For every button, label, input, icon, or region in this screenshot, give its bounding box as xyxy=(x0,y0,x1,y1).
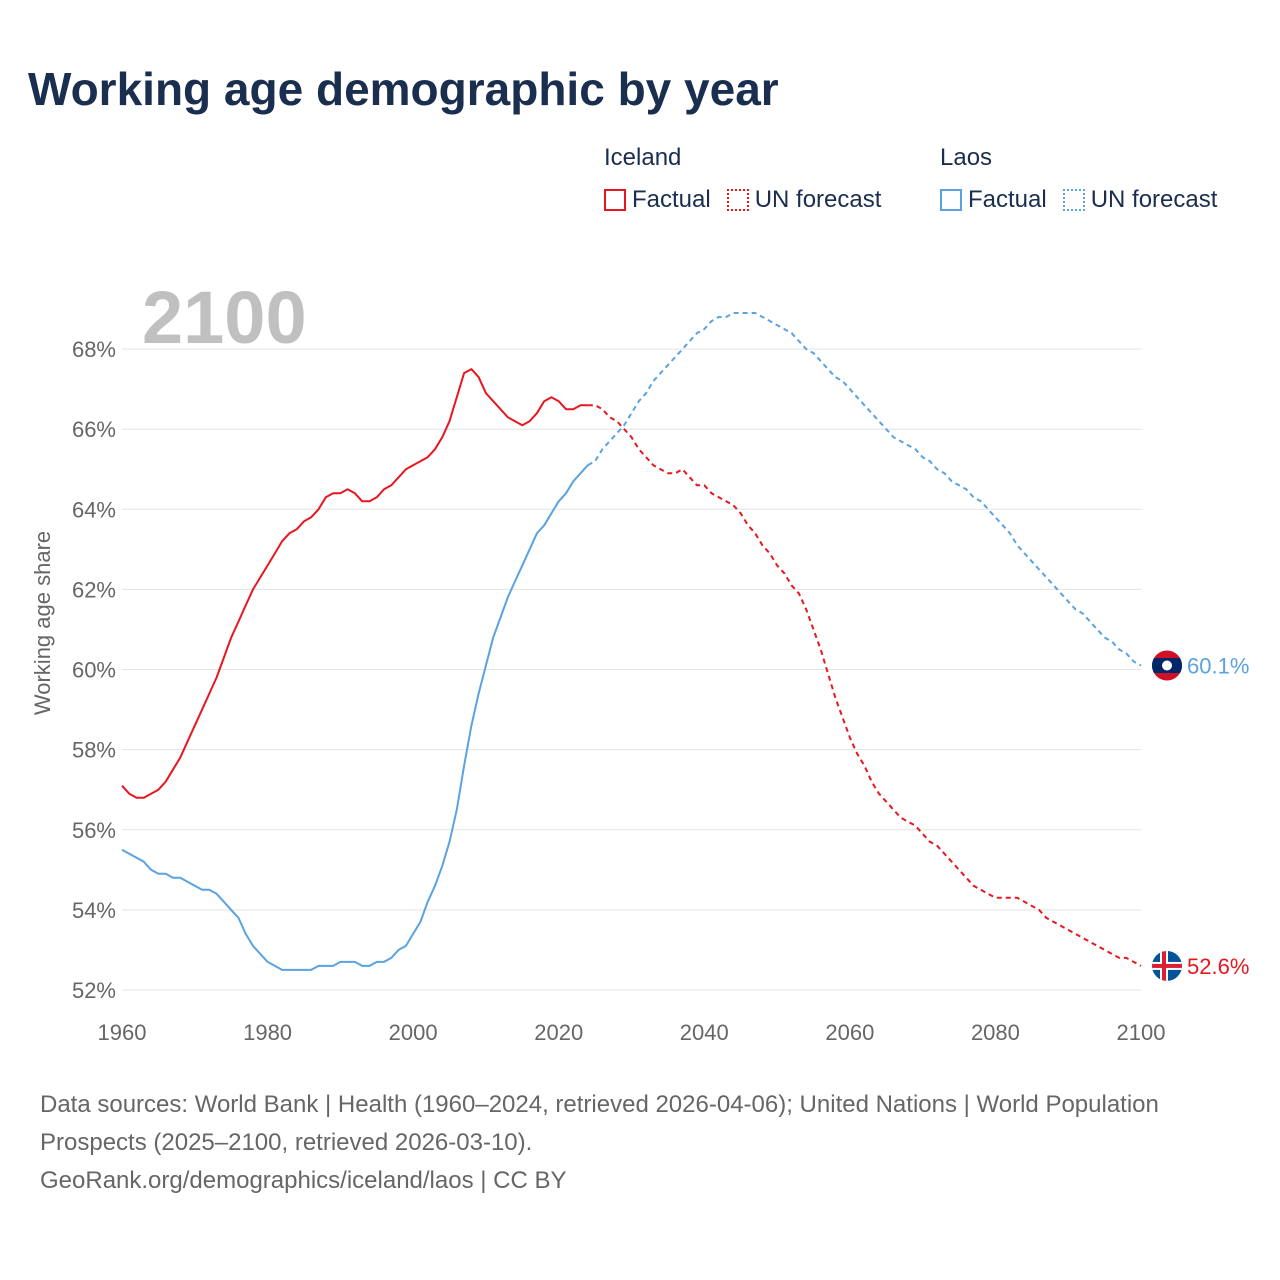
data-sources: Data sources: World Bank | Health (1960–… xyxy=(40,1091,1159,1156)
legend-item-laos-forecast[interactable]: UN forecast xyxy=(1062,186,1218,214)
x-tick-label: 2040 xyxy=(680,1020,729,1045)
x-tick-label: 2000 xyxy=(389,1020,438,1045)
year-overlay: 2100 xyxy=(142,276,307,359)
legend-group-laos: Laos Factual UN forecast xyxy=(940,144,1217,214)
iceland-forecast-line xyxy=(587,404,1142,967)
y-tick-label: 52% xyxy=(72,978,116,1003)
legend-group-title: Iceland xyxy=(604,144,682,171)
legend-group-iceland: Iceland Factual UN forecast xyxy=(604,144,881,214)
legend-label: Factual xyxy=(968,186,1047,213)
x-tick-label: 2020 xyxy=(534,1020,583,1045)
laos-end-label: 60.1% xyxy=(1187,654,1249,679)
footer: Data sources: World Bank | Health (1960–… xyxy=(40,1086,1240,1200)
y-tick-label: 64% xyxy=(72,497,116,522)
legend-swatch-solid xyxy=(604,189,626,211)
laos-factual-line xyxy=(121,464,589,971)
iceland-factual-line xyxy=(121,368,588,799)
legend-swatch-dotted xyxy=(1062,189,1085,211)
y-axis-label: Working age share xyxy=(30,531,55,715)
y-tick-label: 56% xyxy=(72,818,116,843)
iceland-flag-icon xyxy=(1152,950,1182,981)
y-tick-label: 62% xyxy=(72,577,116,602)
legend-item-laos-factual[interactable]: Factual xyxy=(940,186,1047,214)
chart-title: Working age demographic by year xyxy=(28,63,779,115)
attribution-link[interactable]: GeoRank.org/demographics/iceland/laos | … xyxy=(40,1167,567,1194)
y-tick-label: 54% xyxy=(72,898,116,923)
laos-forecast-line xyxy=(587,312,1142,667)
legend-item-iceland-forecast[interactable]: UN forecast xyxy=(726,186,882,214)
line-chart: 52% 54% 56% 58% 60% 62% 64% 66% 68% 1960 1980 2000 2… xyxy=(30,276,1249,1045)
iceland-end-label: 52.6% xyxy=(1187,954,1249,979)
y-tick-label: 66% xyxy=(72,417,116,442)
legend-group-title: Laos xyxy=(940,144,993,171)
x-tick-label: 2100 xyxy=(1117,1020,1166,1045)
legend-swatch-dotted xyxy=(726,189,749,211)
laos-flag-icon xyxy=(1152,650,1182,681)
x-tick-label: 1980 xyxy=(243,1020,292,1045)
legend-label: UN forecast xyxy=(1090,186,1218,213)
x-tick-label: 1960 xyxy=(98,1020,147,1045)
legend-label: Factual xyxy=(632,186,711,213)
legend-label: UN forecast xyxy=(754,186,882,213)
legend-item-iceland-factual[interactable]: Factual xyxy=(604,186,711,214)
x-tick-label: 2080 xyxy=(971,1020,1020,1045)
y-tick-label: 58% xyxy=(72,738,116,763)
y-tick-label: 68% xyxy=(72,337,116,362)
y-tick-label: 60% xyxy=(72,658,116,683)
legend-swatch-solid xyxy=(940,189,962,211)
x-tick-label: 2060 xyxy=(825,1020,874,1045)
